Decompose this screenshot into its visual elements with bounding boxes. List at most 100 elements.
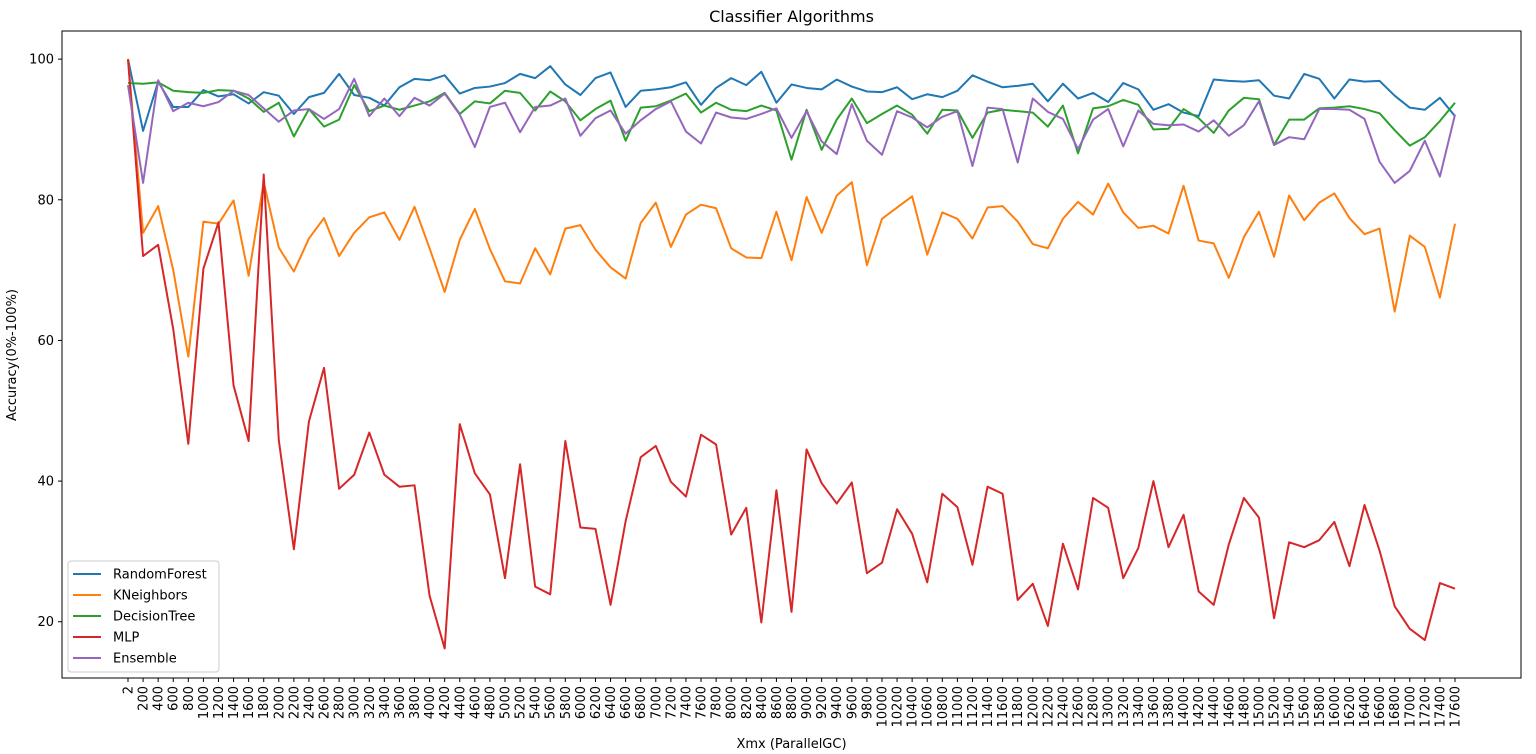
x-tick-label: 3000 bbox=[348, 686, 363, 719]
x-tick-label: 6600 bbox=[619, 686, 634, 719]
series-line-mlp bbox=[127, 59, 1456, 650]
x-tick-label: 5200 bbox=[514, 686, 529, 719]
x-tick-label: 12000 bbox=[1026, 686, 1041, 727]
x-tick-label: 10000 bbox=[875, 686, 890, 727]
x-tick-label: 2 bbox=[122, 686, 137, 694]
series-line-randomforest bbox=[127, 58, 1456, 132]
x-tick-label: 12800 bbox=[1087, 686, 1102, 727]
x-tick-label: 200 bbox=[137, 686, 152, 711]
x-tick-label: 5000 bbox=[498, 686, 513, 719]
x-tick-label: 9000 bbox=[800, 686, 815, 719]
x-tick-label: 2000 bbox=[272, 686, 287, 719]
plot-frame bbox=[61, 30, 1522, 679]
x-tick-label: 17200 bbox=[1418, 686, 1433, 727]
x-tick-label: 16400 bbox=[1358, 686, 1373, 727]
x-tick-label: 2200 bbox=[287, 686, 302, 719]
x-tick-label: 15800 bbox=[1313, 686, 1328, 727]
y-tick-label: 20 bbox=[37, 615, 54, 630]
x-tick-label: 8200 bbox=[740, 686, 755, 719]
x-tick-label: 15600 bbox=[1298, 686, 1313, 727]
series-line-ensemble bbox=[127, 77, 1456, 184]
series-line-decisiontree bbox=[127, 81, 1456, 161]
x-tick-label: 4000 bbox=[423, 686, 438, 719]
legend-entry-mlp: MLP bbox=[113, 631, 139, 646]
legend: RandomForest KNeighbors DecisionTree MLP Ens… bbox=[67, 560, 220, 673]
x-tick-label: 14600 bbox=[1222, 686, 1237, 727]
x-tick-label: 3800 bbox=[408, 686, 423, 719]
x-tick-label: 8000 bbox=[725, 686, 740, 719]
x-tick-label: 11400 bbox=[981, 686, 996, 727]
x-tick-label: 14000 bbox=[1177, 686, 1192, 727]
x-tick-label: 15000 bbox=[1252, 686, 1267, 727]
x-tick-label: 2800 bbox=[333, 686, 348, 719]
legend-box bbox=[67, 560, 220, 673]
x-tick-label: 10600 bbox=[921, 686, 936, 727]
x-tick-label: 4800 bbox=[483, 686, 498, 719]
x-tick-label: 10400 bbox=[906, 686, 921, 727]
legend-entry-decisiontree: DecisionTree bbox=[113, 610, 195, 625]
x-tick-label: 1600 bbox=[242, 686, 257, 719]
x-tick-label: 11600 bbox=[996, 686, 1011, 727]
x-tick-label: 16800 bbox=[1388, 686, 1403, 727]
x-tick-label: 6400 bbox=[604, 686, 619, 719]
x-tick-label: 16600 bbox=[1373, 686, 1388, 727]
x-tick-label: 10800 bbox=[936, 686, 951, 727]
y-axis: 20 40 60 80 100 bbox=[29, 53, 62, 630]
x-tick-label: 1400 bbox=[227, 686, 242, 719]
legend-entry-kneighbors: KNeighbors bbox=[113, 589, 188, 604]
x-axis: 2 200 400 600 800 1000 1200 1400 1600 1800 2000 220… bbox=[122, 678, 1464, 727]
x-tick-label: 13600 bbox=[1147, 686, 1162, 727]
x-tick-label: 7800 bbox=[710, 686, 725, 719]
x-tick-label: 10200 bbox=[891, 686, 906, 727]
x-tick-label: 800 bbox=[182, 686, 197, 711]
legend-entry-randomforest: RandomForest bbox=[113, 568, 207, 583]
x-tick-label: 17400 bbox=[1433, 686, 1448, 727]
x-tick-label: 13400 bbox=[1132, 686, 1147, 727]
x-tick-label: 9400 bbox=[830, 686, 845, 719]
y-tick-label: 100 bbox=[29, 53, 54, 68]
y-tick-label: 80 bbox=[37, 193, 54, 208]
x-tick-label: 8400 bbox=[755, 686, 770, 719]
legend-entry-ensemble: Ensemble bbox=[113, 652, 177, 667]
x-tick-label: 5400 bbox=[529, 686, 544, 719]
x-tick-label: 7600 bbox=[695, 686, 710, 719]
x-tick-label: 3400 bbox=[378, 686, 393, 719]
x-tick-label: 13000 bbox=[1102, 686, 1117, 727]
x-tick-label: 4400 bbox=[453, 686, 468, 719]
x-tick-label: 11000 bbox=[951, 686, 966, 727]
x-tick-label: 13800 bbox=[1162, 686, 1177, 727]
x-tick-label: 7200 bbox=[664, 686, 679, 719]
x-tick-label: 1000 bbox=[197, 686, 212, 719]
x-tick-label: 8600 bbox=[770, 686, 785, 719]
plot-area bbox=[127, 58, 1456, 650]
x-tick-label: 15200 bbox=[1268, 686, 1283, 727]
x-tick-label: 12200 bbox=[1041, 686, 1056, 727]
x-tick-label: 4600 bbox=[468, 686, 483, 719]
x-tick-label: 400 bbox=[152, 686, 167, 711]
x-tick-label: 17000 bbox=[1403, 686, 1418, 727]
x-tick-label: 17600 bbox=[1449, 686, 1464, 727]
x-tick-label: 11800 bbox=[1011, 686, 1026, 727]
series-line-kneighbors bbox=[127, 59, 1456, 358]
y-tick-label: 40 bbox=[37, 475, 54, 490]
x-axis-label: Xmx (ParallelGC) bbox=[736, 737, 846, 752]
x-tick-label: 9800 bbox=[860, 686, 875, 719]
x-tick-label: 14800 bbox=[1237, 686, 1252, 727]
x-tick-label: 9600 bbox=[845, 686, 860, 719]
x-tick-label: 3600 bbox=[393, 686, 408, 719]
x-tick-label: 13200 bbox=[1117, 686, 1132, 727]
x-tick-label: 7400 bbox=[679, 686, 694, 719]
x-tick-label: 14200 bbox=[1192, 686, 1207, 727]
x-tick-label: 6200 bbox=[589, 686, 604, 719]
x-tick-label: 2400 bbox=[302, 686, 317, 719]
x-tick-label: 5800 bbox=[559, 686, 574, 719]
x-tick-label: 600 bbox=[167, 686, 182, 711]
x-tick-label: 14400 bbox=[1207, 686, 1222, 727]
y-tick-label: 60 bbox=[37, 334, 54, 349]
x-tick-label: 6000 bbox=[574, 686, 589, 719]
x-tick-label: 9200 bbox=[815, 686, 830, 719]
x-tick-label: 6800 bbox=[634, 686, 649, 719]
x-tick-label: 7000 bbox=[649, 686, 664, 719]
chart-title: Classifier Algorithms bbox=[709, 7, 874, 26]
